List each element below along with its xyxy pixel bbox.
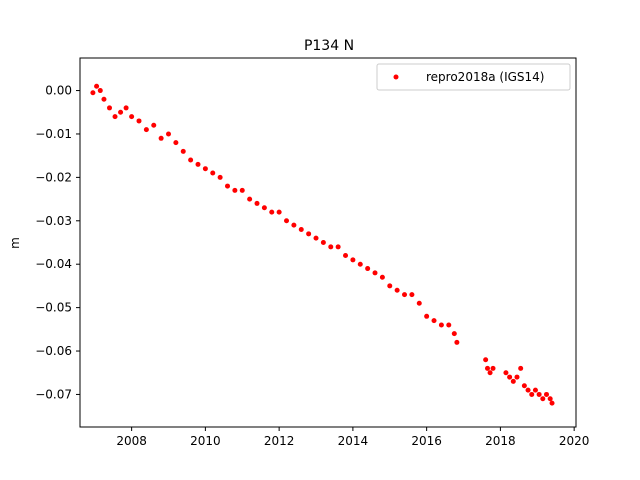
plot-area-frame [79,57,577,428]
y-axis-ticks: 0.00 −0.01 −0.02 −0.03 −0.04 −0.05 −0.06 −0.07 [35,84,80,401]
legend-box [376,63,571,91]
y-tick-label: −0.06 [35,344,72,358]
data-point [503,370,509,376]
data-point [90,90,96,96]
data-point [261,205,267,211]
data-point [350,257,356,263]
data-point [335,244,341,250]
data-point [118,109,124,115]
y-axis-label: m [8,237,22,249]
y-tick-label: −0.02 [35,170,72,184]
data-point [451,331,457,337]
y-tick-label: −0.04 [35,257,72,271]
data-point [487,370,493,376]
data-point [424,313,430,319]
legend-marker [393,74,399,80]
data-point [129,114,135,120]
data-point [151,122,157,128]
data-point [188,157,194,163]
x-tick-label: 2010 [190,434,221,448]
data-point [521,383,527,389]
data-point [379,274,385,280]
data-point [343,253,349,259]
data-point [217,174,223,180]
data-point [525,387,531,393]
data-point [549,400,555,406]
data-point [483,357,489,363]
data-point [247,196,253,202]
data-point [123,105,129,111]
data-point [357,261,363,267]
data-point [446,322,452,328]
data-point [225,183,231,189]
x-tick-label: 2018 [485,434,516,448]
data-point [158,135,164,141]
x-tick-label: 2008 [116,434,147,448]
data-point [276,209,282,215]
data-point [320,240,326,245]
data-point [484,365,490,371]
data-point [514,374,520,380]
data-point [507,374,513,380]
y-tick-label: −0.07 [35,387,72,401]
x-tick-label: 2020 [559,434,590,448]
data-point [239,187,245,193]
data-point [202,166,208,172]
data-point [97,88,103,94]
legend-label: repro2018a (IGS14) [426,70,544,84]
data-point [490,365,496,371]
data-point [313,235,319,241]
x-tick-label: 2016 [411,434,442,448]
data-point [180,148,186,154]
data-point [536,391,542,397]
y-tick-label: 0.00 [45,84,72,98]
chart-title: P134 N [304,38,354,54]
data-point [94,83,100,89]
data-point [173,140,179,146]
x-axis-ticks: 2008 2010 2012 2014 2016 2018 2020 [116,427,589,448]
data-point [328,244,334,250]
data-point [232,187,238,193]
data-point [387,283,393,289]
legend: repro2018a (IGS14) [376,63,571,91]
data-point [402,292,408,298]
data-point [438,322,444,328]
data-point [291,222,297,228]
data-points [90,83,555,406]
data-point [210,170,216,176]
data-point [540,396,546,402]
data-point [454,339,460,345]
data-point [532,387,538,393]
data-point [269,209,275,215]
data-point [365,266,371,272]
data-point [510,378,516,384]
y-tick-label: −0.05 [35,301,72,315]
data-point [107,105,113,111]
data-point [101,96,107,102]
y-tick-label: −0.03 [35,214,72,228]
data-point [306,231,312,237]
data-point [543,391,549,397]
data-point [195,161,201,167]
data-point [394,287,400,293]
data-point [409,292,415,298]
data-point [284,218,290,224]
data-point [547,396,553,402]
x-tick-label: 2014 [338,434,369,448]
x-tick-label: 2012 [264,434,295,448]
data-point [431,318,437,324]
data-point [298,226,304,232]
data-point [372,270,378,276]
y-tick-label: −0.01 [35,127,72,141]
data-point [166,131,172,137]
data-point [518,365,524,371]
data-point [254,200,260,206]
data-point [143,127,149,133]
data-point [136,118,142,124]
data-point [529,391,535,397]
data-point [112,114,118,120]
data-point [416,300,422,306]
